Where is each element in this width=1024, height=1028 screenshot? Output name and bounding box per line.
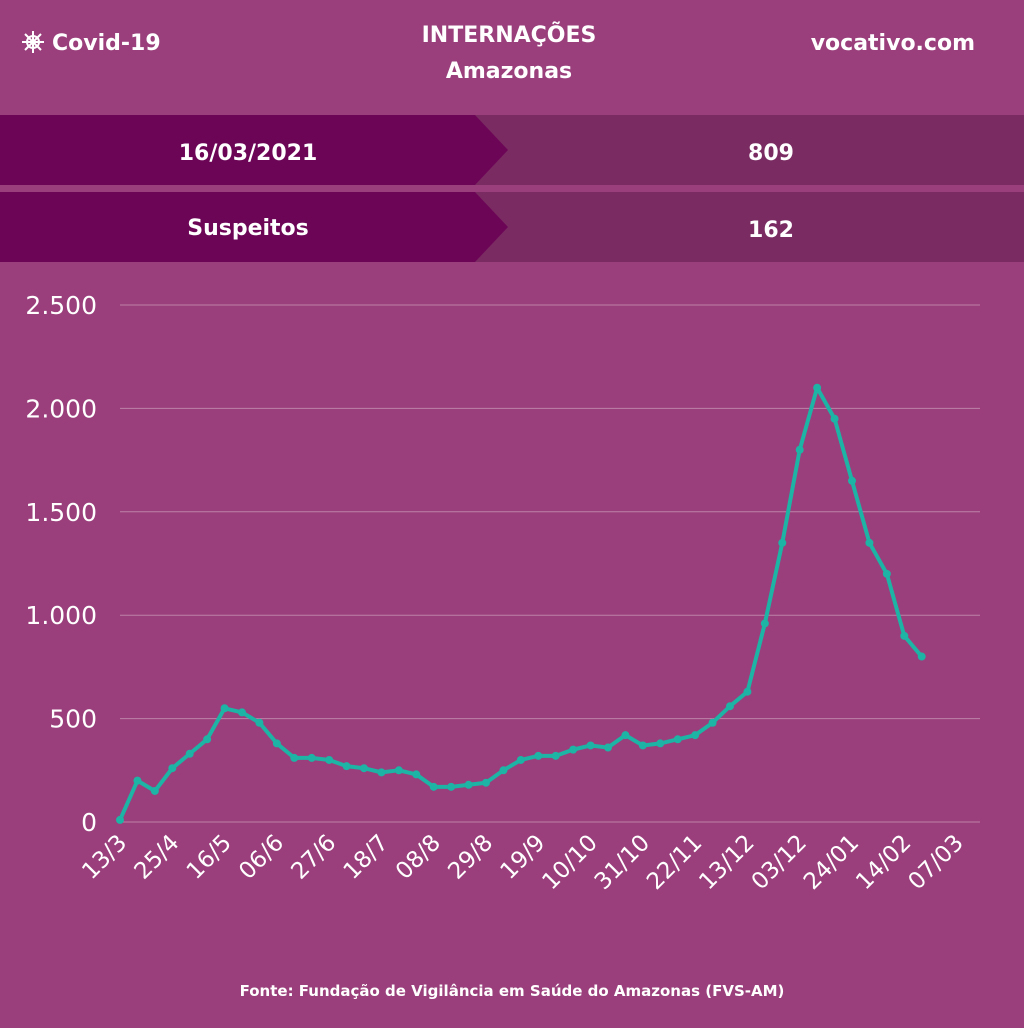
point — [691, 731, 700, 740]
point — [778, 538, 787, 547]
point — [203, 735, 212, 744]
point — [726, 702, 734, 711]
point — [621, 731, 630, 740]
y-tick-label: 1.500 — [25, 498, 97, 527]
point — [917, 652, 926, 661]
point — [412, 770, 421, 779]
point — [673, 735, 682, 744]
point — [307, 753, 316, 762]
point — [795, 445, 804, 454]
title: INTERNAÇÕES — [422, 22, 597, 48]
point — [830, 414, 839, 423]
point — [499, 766, 508, 775]
point — [534, 751, 543, 760]
point — [848, 476, 856, 485]
point — [516, 755, 525, 764]
point — [255, 718, 264, 727]
row-label: Suspeitos — [187, 216, 309, 241]
source: Fonte: Fundação de Vigilância em Saúde d… — [240, 982, 785, 1000]
row-value: 809 — [748, 141, 794, 166]
point — [760, 619, 769, 628]
point — [168, 764, 177, 773]
point — [429, 782, 438, 791]
y-tick-label: 500 — [49, 705, 97, 734]
point — [656, 739, 665, 748]
point — [133, 776, 142, 785]
point — [813, 383, 822, 392]
point — [325, 755, 334, 764]
point — [569, 745, 578, 754]
y-tick-label: 1.000 — [25, 601, 97, 630]
point — [865, 538, 874, 547]
y-tick-label: 2.000 — [25, 394, 97, 423]
point — [638, 741, 647, 750]
point — [272, 739, 281, 748]
point — [882, 569, 891, 578]
row-label-bg — [0, 192, 508, 262]
point — [447, 782, 456, 791]
point — [743, 687, 752, 696]
row-label-bg — [0, 115, 508, 185]
brand: Covid-19 — [52, 31, 161, 56]
point — [551, 751, 560, 760]
point — [464, 780, 473, 789]
point — [220, 704, 229, 713]
subtitle: Amazonas — [446, 59, 572, 84]
virus-icon — [22, 31, 44, 53]
point — [238, 708, 246, 717]
point — [394, 766, 403, 775]
point — [150, 786, 159, 795]
point — [377, 768, 386, 777]
y-tick-label: 2.500 — [25, 291, 97, 320]
point — [342, 762, 351, 771]
point — [586, 741, 595, 750]
row-label: 16/03/2021 — [179, 141, 318, 166]
point — [900, 631, 909, 640]
point — [116, 815, 124, 824]
point — [185, 749, 194, 758]
site: vocativo.com — [811, 31, 975, 56]
point — [290, 753, 299, 762]
point — [360, 764, 368, 773]
y-tick-label: 0 — [81, 808, 97, 837]
point — [708, 718, 717, 727]
point — [482, 778, 490, 787]
point — [604, 743, 612, 752]
row-value: 162 — [748, 218, 794, 243]
